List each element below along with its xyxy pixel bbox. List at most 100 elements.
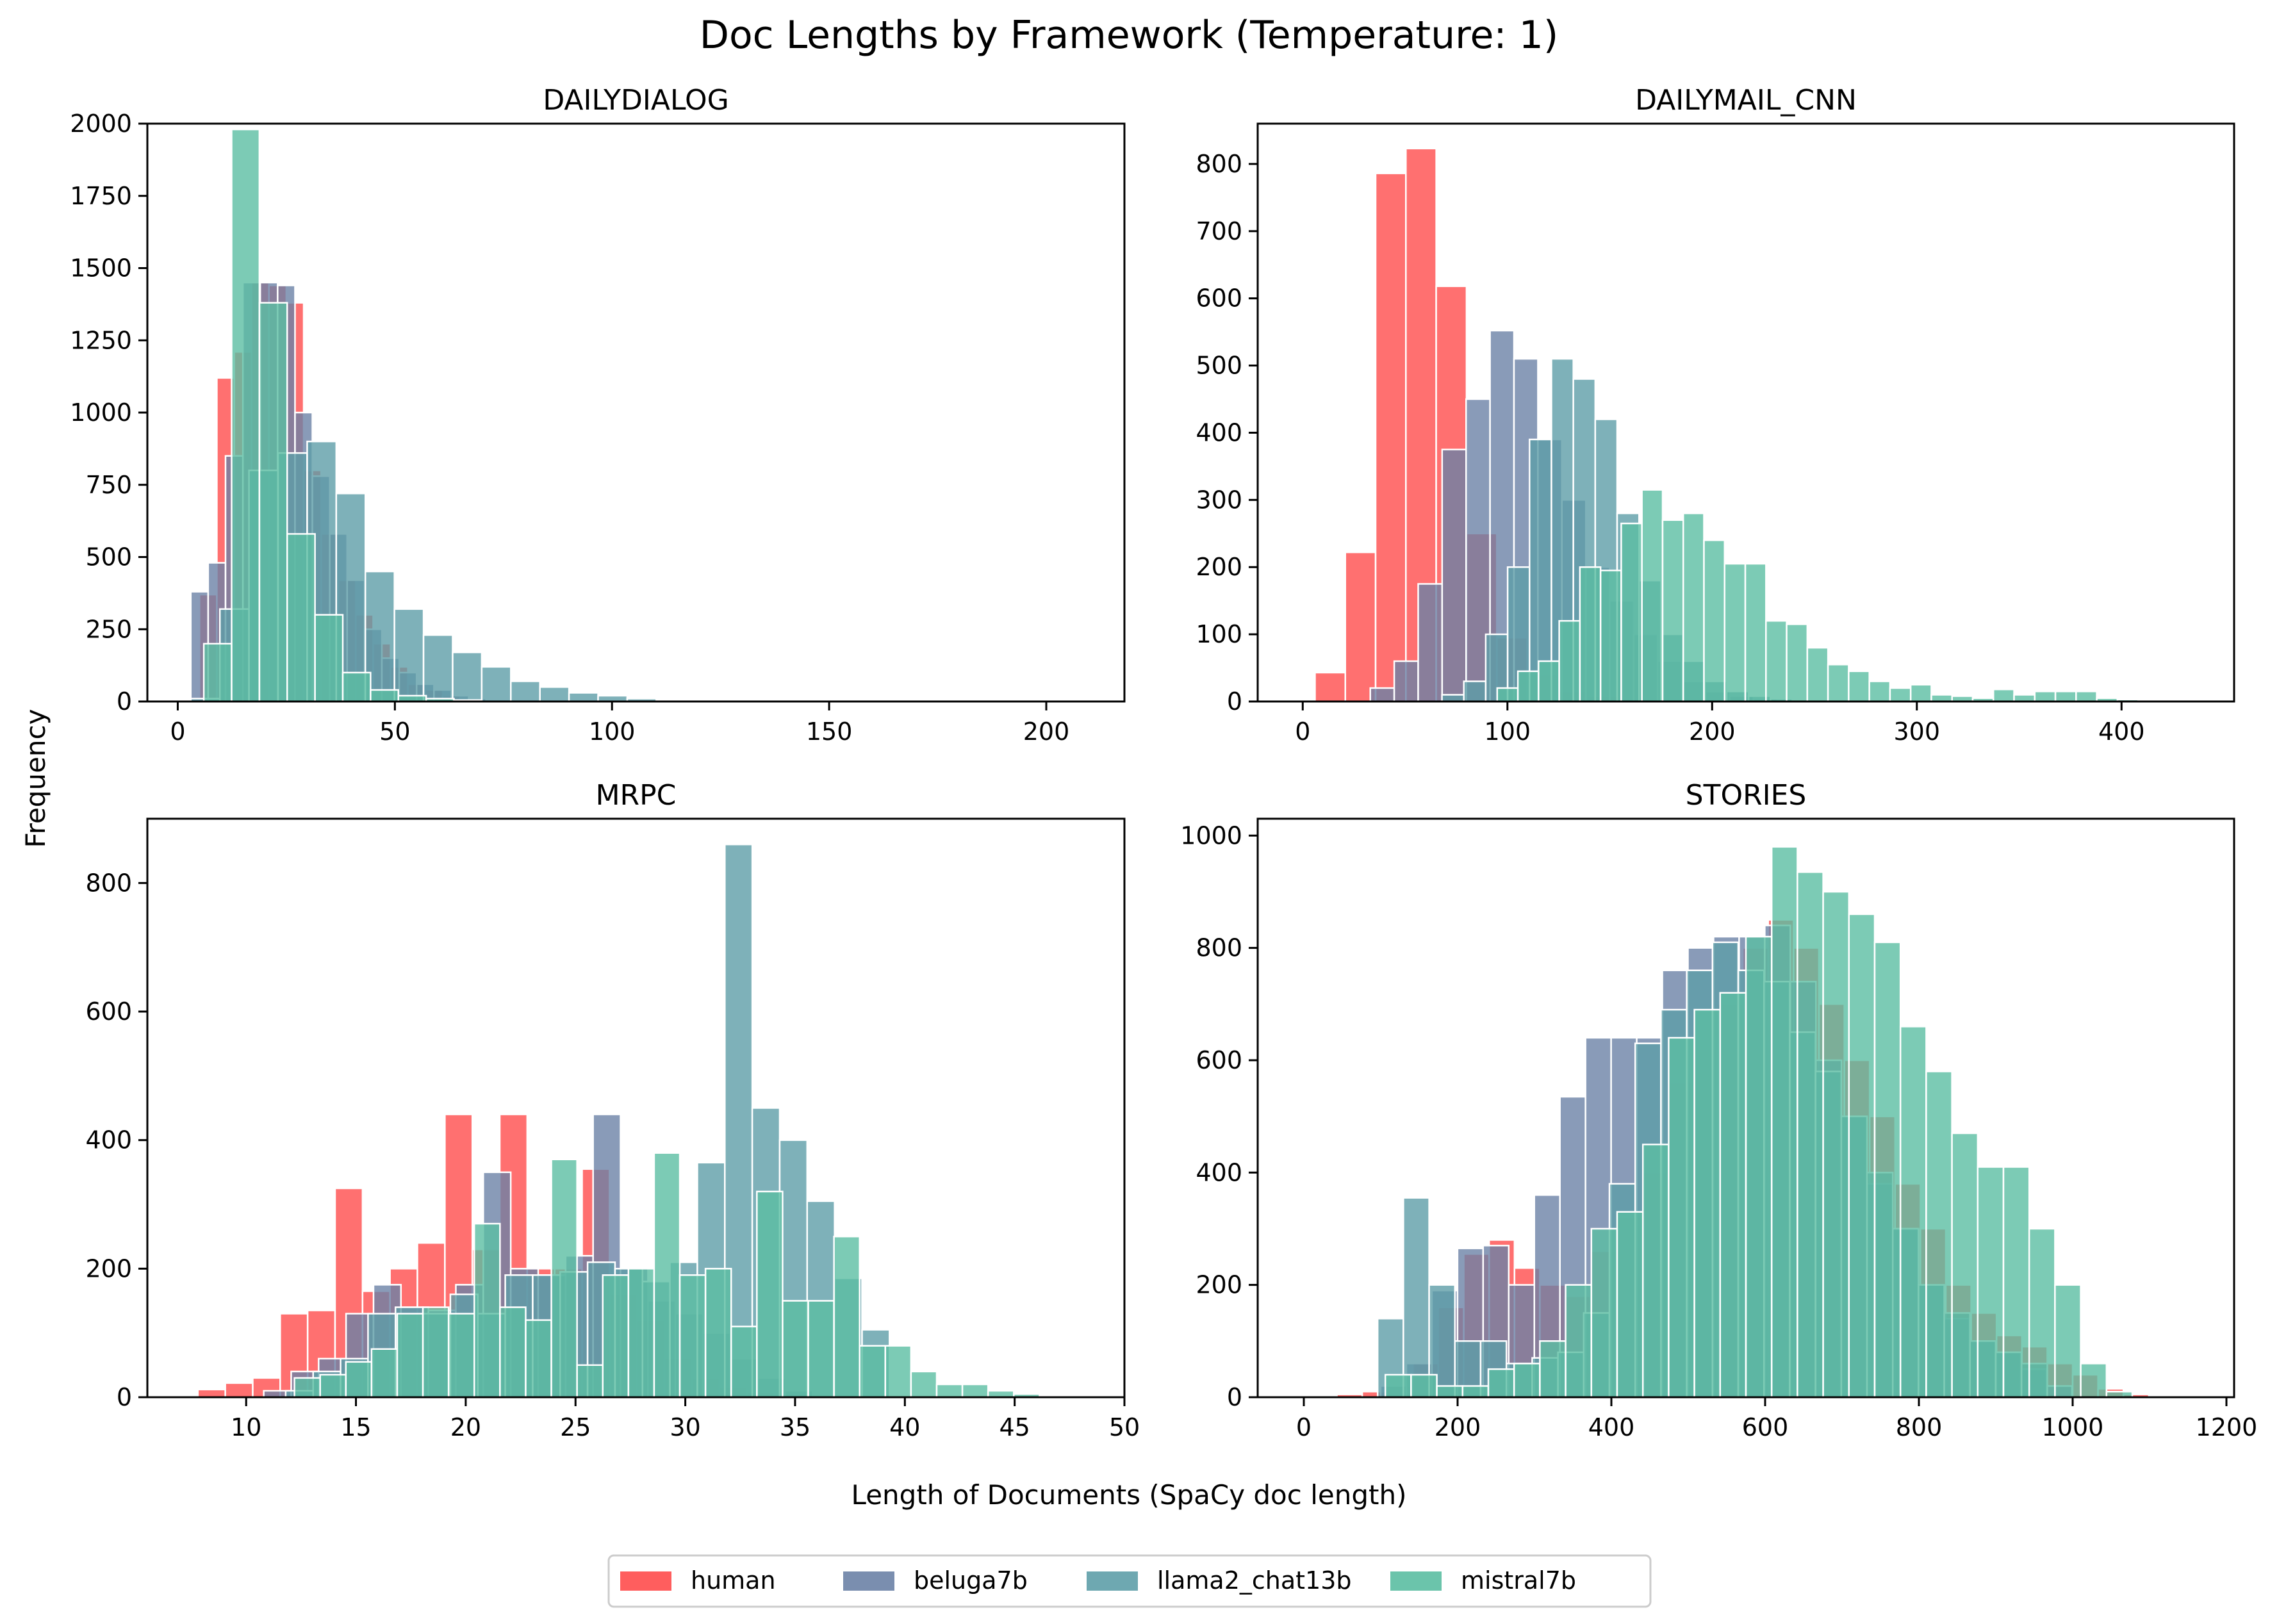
y-tick-label: 300: [1196, 486, 1242, 514]
bar-mistral7b-12: [602, 1274, 630, 1398]
bar-mistral7b-2: [258, 302, 288, 703]
y-tick-label: 1250: [70, 326, 132, 354]
bar-mistral7b-28: [2075, 691, 2098, 703]
bar-mistral7b-1: [1410, 1374, 1438, 1398]
bar-mistral7b-0: [202, 643, 233, 703]
bar-beluga7b-1: [1393, 660, 1419, 703]
bar-mistral7b-15: [679, 1274, 707, 1398]
bar-mistral7b-19: [782, 1300, 809, 1398]
bar-mistral7b-4: [396, 1313, 424, 1398]
plot-frame: [1256, 817, 2235, 1398]
y-tick-label: 0: [1227, 687, 1242, 716]
x-tick-label: 200: [1023, 718, 1070, 746]
legend-item-mistral7b: mistral7b: [1390, 1566, 1576, 1595]
ticks: 0 50 100 150 2000250500750100012501500175020…: [70, 110, 1069, 746]
bar-human-0: [197, 1388, 226, 1398]
series-mistral7b: [293, 1152, 1040, 1398]
bar-mistral7b-1: [319, 1374, 347, 1398]
bar-mistral7b-15: [1806, 646, 1829, 703]
bar-mistral7b-24: [1993, 688, 2015, 703]
y-tick-label: 400: [85, 1126, 132, 1154]
subplots: 0 50 100 150 2000250500750100012501500175020…: [70, 84, 2257, 1441]
bar-mistral7b-25: [935, 1383, 964, 1398]
legend-label: mistral7b: [1461, 1566, 1576, 1595]
x-tick-label: 0: [170, 718, 185, 746]
y-tick-label: 750: [85, 471, 132, 499]
bar-mistral7b-16: [704, 1268, 732, 1398]
bar-mistral7b-9: [525, 1319, 552, 1398]
bar-mistral7b-19: [1873, 941, 1902, 1398]
x-tick-label: 400: [2098, 718, 2145, 746]
bar-mistral7b-25: [2013, 694, 2036, 703]
bar-mistral7b-14: [1786, 623, 1809, 703]
bar-mistral7b-6: [1539, 1340, 1567, 1398]
ticks: 0 200 400 600 800 1000 1200 0 200 400 600 800 1000: [1180, 821, 2257, 1441]
bar-mistral7b-20: [807, 1300, 835, 1398]
bar-mistral7b-21: [1930, 694, 1953, 703]
bar-mistral7b-9: [1682, 513, 1705, 703]
bar-llama2_chat13b-9: [452, 652, 483, 703]
legend-label: llama2_chat13b: [1157, 1566, 1352, 1595]
subplot-3: 10 15 20 25 30 35 40 45 50 0 200 400 600 800 MRPC: [85, 779, 1140, 1441]
bar-mistral7b-11: [1723, 562, 1747, 703]
bar-mistral7b-4: [314, 614, 344, 703]
bar-llama2_chat13b-8: [422, 634, 454, 703]
bar-mistral7b-17: [730, 1325, 758, 1398]
bar-llama2_chat13b-7: [393, 608, 425, 703]
bar-mistral7b-21: [833, 1235, 860, 1398]
x-tick-label: 15: [340, 1413, 371, 1441]
bar-beluga7b-3: [1441, 448, 1467, 703]
bar-llama2_chat13b-12: [539, 686, 570, 703]
bar-mistral7b-16: [1827, 664, 1850, 703]
bar-beluga7b-2: [1417, 583, 1443, 703]
bar-mistral7b-20: [1909, 684, 1932, 703]
bar-mistral7b-24: [2002, 1166, 2030, 1398]
bar-mistral7b-9: [1616, 1211, 1644, 1398]
bars: [1310, 846, 2150, 1398]
x-tick-label: 200: [1435, 1413, 1481, 1441]
bar-human-1: [1344, 551, 1377, 703]
y-tick-label: 200: [1196, 553, 1242, 581]
bar-mistral7b-4: [1487, 1368, 1515, 1398]
bar-mistral7b-22: [859, 1345, 887, 1398]
bar-human-1: [224, 1382, 254, 1398]
bar-mistral7b-26: [2054, 1284, 2082, 1398]
x-tick-label: 200: [1689, 718, 1736, 746]
x-tick-label: 600: [1742, 1413, 1789, 1441]
bar-mistral7b-5: [1513, 1363, 1541, 1398]
y-tick-label: 1750: [70, 182, 132, 210]
bar-mistral7b-23: [884, 1345, 912, 1398]
legend-label: human: [691, 1566, 776, 1595]
x-tick-label: 0: [1295, 718, 1310, 746]
y-tick-label: 0: [1227, 1383, 1242, 1411]
bar-mistral7b-20: [1899, 1026, 1927, 1398]
bar-mistral7b-2: [345, 1361, 373, 1398]
x-tick-label: 50: [1109, 1413, 1140, 1441]
bar-mistral7b-14: [1745, 935, 1773, 1398]
x-tick-label: 1200: [2196, 1413, 2258, 1441]
x-tick-label: 400: [1588, 1413, 1635, 1441]
bar-mistral7b-26: [2034, 691, 2057, 703]
y-tick-label: 500: [85, 543, 132, 571]
bar-mistral7b-13: [1765, 619, 1788, 703]
bar-mistral7b-11: [1668, 1037, 1695, 1398]
bar-llama2_chat13b-1: [1463, 680, 1487, 703]
y-tick-label: 1000: [1180, 821, 1242, 849]
bar-mistral7b-27: [987, 1390, 1015, 1398]
legend-swatch: [1390, 1571, 1442, 1591]
bar-mistral7b-13: [1719, 992, 1747, 1398]
series-mistral7b: [1384, 846, 2134, 1398]
bar-mistral7b-22: [1951, 1132, 1979, 1398]
bar-mistral7b-18: [1848, 913, 1876, 1398]
x-tick-label: 10: [231, 1413, 261, 1441]
bar-llama2_chat13b-1: [1402, 1197, 1430, 1398]
bars: [1314, 147, 2139, 703]
y-tick-label: 700: [1196, 217, 1242, 245]
y-tick-label: 800: [85, 869, 132, 897]
x-tick-label: 25: [560, 1413, 591, 1441]
bar-human-0: [1314, 671, 1346, 703]
bar-mistral7b-8: [1661, 519, 1684, 703]
x-tick-label: 800: [1896, 1413, 1943, 1441]
bar-human-2: [1374, 172, 1407, 703]
